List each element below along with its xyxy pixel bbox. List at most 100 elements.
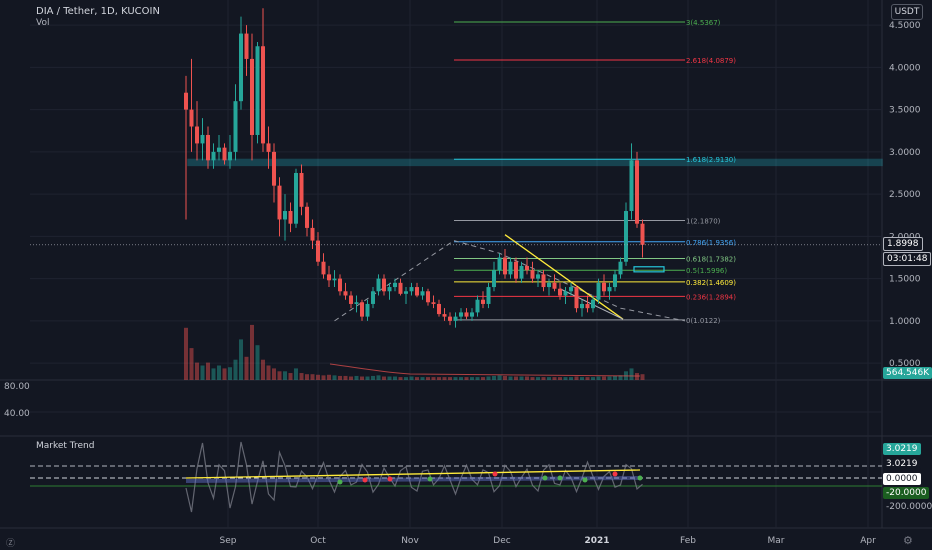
candle-body [255,46,260,135]
candle-body [475,299,480,313]
volume-bar [305,374,309,380]
mt-signal-dot [612,471,618,477]
candle-body [514,261,518,279]
candle-body [437,303,441,315]
candle-body [602,282,606,292]
fib-level-label: 0(1.0122) [686,317,721,325]
candle-body [426,291,430,303]
mt-lower-tag: -20.0000 [883,487,930,499]
volume-label: Vol [36,18,50,28]
volume-bar [244,356,249,380]
volume-bar [415,377,419,380]
candle-body [607,287,612,292]
candle-body [569,287,573,292]
candle-body [453,316,458,321]
time-tick-label: Nov [401,536,419,546]
candle-body [613,274,617,288]
candle-body [184,92,188,110]
volume-bar [426,377,430,380]
price-tick-label: 2.5000 [889,190,921,200]
candle-body [547,282,551,288]
price-tick-label: 3.5000 [889,106,921,116]
mt-signal-dot [637,475,643,481]
time-tick-label: Sep [220,536,237,546]
candle-body [365,303,370,317]
candle-body [459,312,463,317]
volume-bar [569,377,573,380]
volume-bar [360,376,364,380]
candle-body [266,143,271,152]
volume-bar [552,377,557,380]
volume-bar [563,377,568,380]
volume-bar [536,377,540,380]
candle-body [629,160,634,212]
volume-bar [459,377,463,380]
candle-body [376,278,381,292]
volume-bar [398,377,403,380]
symbol-title: DIA / Tether, 1D, KUCOIN [36,6,160,17]
volume-bar [497,375,502,380]
candle-body [481,299,485,304]
candle-body [497,257,502,271]
volume-bar [530,377,535,380]
volume-bar [629,368,634,380]
candle-body [283,211,287,220]
price-tick-label: 4.5000 [889,21,921,31]
candle-body [541,274,546,288]
volume-bar [481,377,485,380]
candle-body [371,291,375,304]
volume-bar [541,377,546,380]
candle-body [420,291,425,296]
mt-signal-dot [427,476,433,482]
fib-level-label: 2.618(4.0879) [686,57,736,65]
candle-body [503,257,507,275]
candle-body [294,172,298,224]
volume-bar [233,359,238,380]
volume-bar [420,377,425,380]
volume-bar [343,375,348,380]
volume-bar [547,377,551,380]
resistance-zone [187,158,883,167]
volume-bar [316,374,320,380]
gear-icon[interactable]: ⚙ [903,534,913,547]
price-tick-label: 1.0000 [889,317,921,327]
candle-body [563,291,568,296]
candle-body [558,288,562,296]
volume-bar [585,377,590,380]
volume-bar [387,376,392,380]
candle-body [442,314,447,317]
indicator-label: Market Trend [36,441,95,451]
volume-bar [503,375,507,380]
volume-bar [382,376,386,380]
volume-bar [283,371,287,380]
volume-bar [393,376,397,380]
candle-body [250,58,254,135]
candle-body [327,274,331,281]
time-tick-label: Dec [493,536,510,546]
currency-button[interactable]: USDT [891,4,923,20]
volume-bar [266,365,271,380]
volume-bar [272,368,276,380]
volume-bar [376,375,381,380]
candle-body [217,147,221,152]
volume-bar [206,362,210,380]
candle-body [492,270,496,288]
volume-bar [492,375,496,380]
volume-tag: 564.546K [883,367,932,379]
volume-bar [200,365,205,380]
candle-body [338,278,342,292]
volume-bar [442,377,447,380]
volume-bar [618,375,623,380]
z-icon[interactable]: Ⓩ [6,539,16,549]
volume-bar [228,367,232,380]
mt-zero-tag: 0.0000 [883,473,921,485]
volume-bar [596,376,601,380]
candle-body [596,282,601,300]
volume-bar [250,324,254,380]
candle-body [448,316,452,321]
mt-signal-dot [582,477,588,483]
candle-body [316,240,320,262]
candle-body [261,46,265,144]
candle-body [321,261,326,275]
